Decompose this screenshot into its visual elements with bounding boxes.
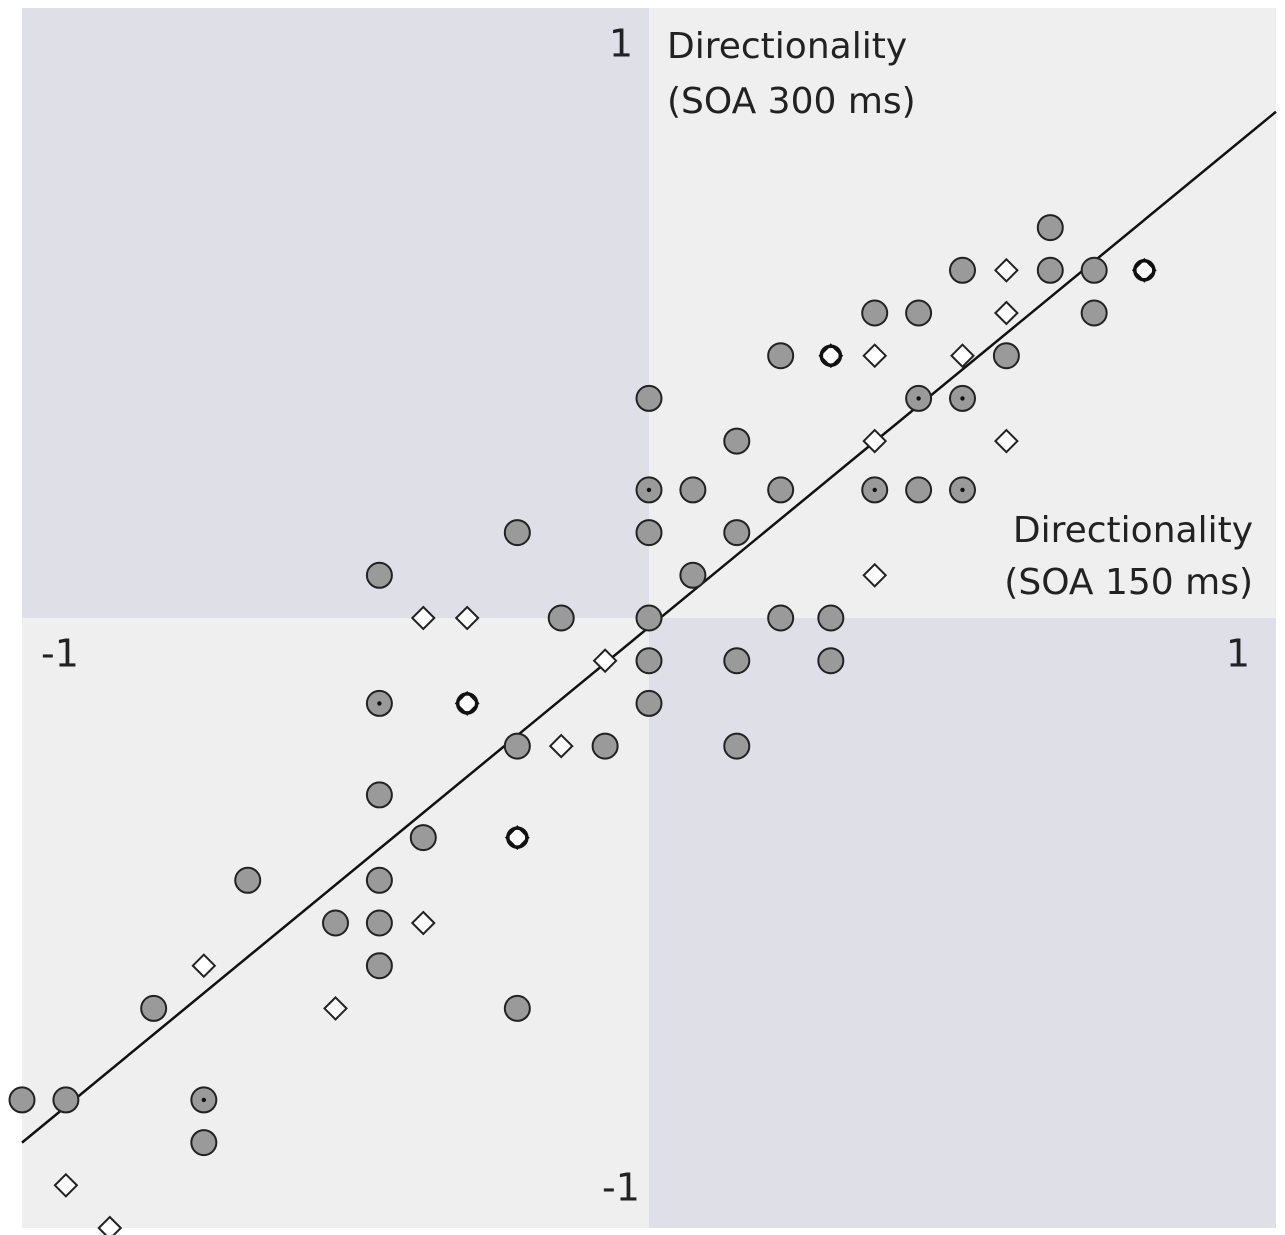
point: [1080, 299, 1108, 327]
quadrant: [649, 8, 1276, 618]
y-axis-label: (SOA 300 ms): [667, 81, 916, 122]
point: [365, 909, 393, 937]
point: [679, 561, 707, 589]
point: [454, 605, 480, 631]
point-dot: [646, 487, 652, 493]
point-diamond: [818, 343, 844, 369]
point: [635, 647, 663, 675]
point-dot: [916, 396, 921, 401]
x-axis-label: Directionality: [1013, 510, 1253, 551]
point: [53, 1172, 79, 1198]
point: [190, 1086, 218, 1114]
point: [949, 476, 976, 504]
point-dot: [960, 487, 965, 493]
point-diamond: [504, 825, 530, 851]
point: [862, 428, 888, 454]
point: [767, 476, 795, 504]
point: [365, 689, 393, 717]
point: [503, 994, 531, 1022]
point: [191, 953, 217, 979]
point: [635, 519, 663, 547]
point: [322, 909, 349, 937]
point: [818, 343, 844, 369]
quadrant: [22, 8, 649, 618]
point: [861, 476, 889, 504]
point: [635, 384, 663, 412]
y-tick-label: 1: [609, 22, 633, 66]
point: [409, 824, 437, 852]
point: [591, 732, 619, 760]
point: [1131, 257, 1157, 283]
point: [723, 647, 751, 675]
point: [454, 690, 480, 716]
point: [862, 343, 888, 369]
point-body: [819, 344, 843, 367]
point: [410, 910, 436, 936]
point: [323, 995, 348, 1021]
point: [905, 299, 933, 327]
point: [52, 1086, 80, 1114]
point: [592, 648, 618, 674]
point: [365, 561, 393, 589]
point: [679, 476, 707, 504]
x-axis-label: (SOA 150 ms): [1004, 562, 1253, 603]
point: [547, 604, 575, 632]
point: [861, 299, 889, 327]
point: [503, 519, 531, 547]
point: [949, 256, 976, 284]
point: [905, 476, 933, 504]
point: [905, 384, 933, 412]
point: [992, 342, 1020, 370]
point-dot: [201, 1097, 207, 1103]
point: [1036, 256, 1064, 284]
y-tick-label: -1: [602, 1166, 640, 1210]
point-body: [506, 826, 529, 849]
point-body: [455, 692, 479, 715]
point: [723, 427, 751, 455]
point: [950, 343, 975, 369]
point: [993, 428, 1019, 454]
quadrant: [649, 618, 1276, 1228]
point: [635, 689, 663, 717]
point: [504, 825, 530, 851]
point: [1036, 214, 1064, 242]
point: [140, 994, 168, 1022]
point: [365, 952, 393, 980]
point-dot: [872, 487, 877, 493]
point-diamond: [1131, 257, 1157, 283]
point: [365, 866, 393, 894]
point: [97, 1215, 123, 1235]
y-axis-label: Directionality: [667, 26, 907, 67]
point: [234, 866, 262, 894]
point-dot: [960, 396, 965, 401]
point: [410, 605, 436, 631]
point: [949, 384, 976, 412]
point: [993, 300, 1019, 326]
point: [817, 604, 845, 632]
x-tick-label: 1: [1226, 632, 1250, 676]
point: [635, 604, 663, 632]
point-body: [1133, 259, 1156, 282]
point: [767, 604, 795, 632]
point: [8, 1086, 36, 1114]
point: [723, 732, 751, 760]
point-diamond: [454, 690, 480, 716]
point: [503, 732, 531, 760]
point: [635, 476, 663, 504]
point: [767, 342, 795, 370]
point: [190, 1129, 218, 1157]
point: [723, 519, 751, 547]
point: [817, 647, 845, 675]
x-tick-label: -1: [41, 632, 79, 676]
point-dot: [377, 701, 382, 706]
point: [548, 733, 574, 759]
point: [862, 562, 888, 588]
point: [1080, 256, 1108, 284]
point: [993, 257, 1019, 283]
point: [365, 781, 393, 809]
